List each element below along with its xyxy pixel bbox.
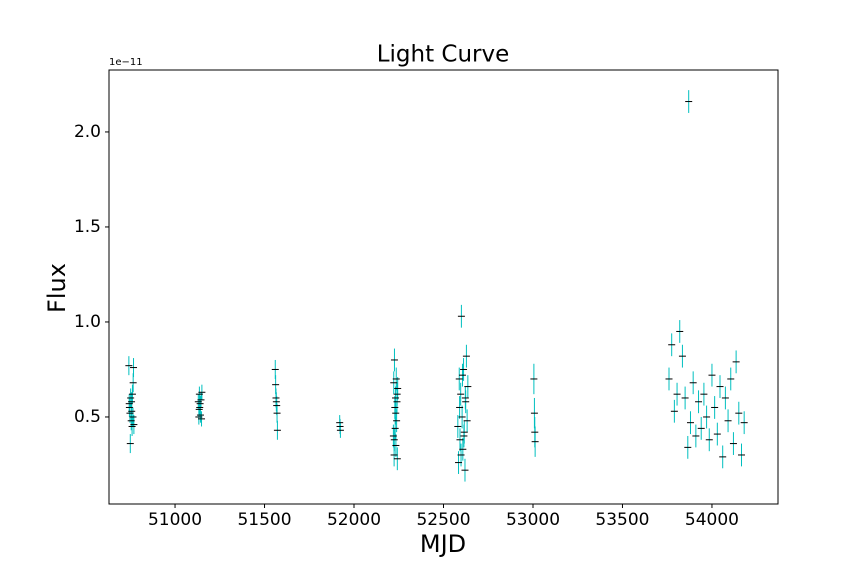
x-tick-label: 51500 <box>237 510 291 530</box>
y-tick-label: 2.0 <box>74 122 101 142</box>
x-axis-label: MJD <box>420 530 466 558</box>
y-tick-label: 1.5 <box>74 217 101 237</box>
x-tick-label: 53500 <box>595 510 649 530</box>
x-tick-label: 51000 <box>148 510 202 530</box>
x-tick-label: 52500 <box>416 510 470 530</box>
x-tick-label: 53000 <box>506 510 560 530</box>
y-tick-label: 1.0 <box>74 312 101 332</box>
y-tick-label: 0.5 <box>74 407 101 427</box>
offset-text: 1e−11 <box>109 57 143 68</box>
chart-title: Light Curve <box>377 42 510 68</box>
y-axis-label: Flux <box>43 263 71 313</box>
x-tick-label: 54000 <box>685 510 739 530</box>
plot-frame <box>108 69 779 505</box>
x-tick-label: 52000 <box>327 510 381 530</box>
